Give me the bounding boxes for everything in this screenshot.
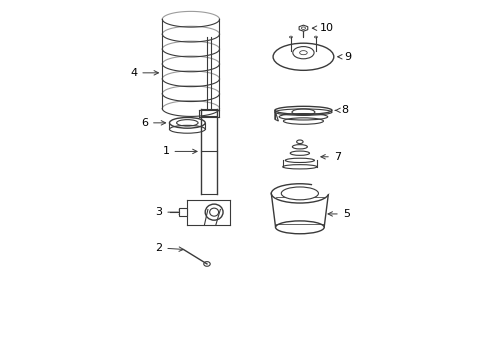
Text: 8: 8	[335, 105, 347, 115]
Text: 1: 1	[162, 147, 197, 157]
Ellipse shape	[275, 221, 324, 234]
Text: 5: 5	[327, 209, 349, 219]
Polygon shape	[299, 25, 307, 31]
Text: 7: 7	[320, 152, 340, 162]
Ellipse shape	[271, 184, 328, 203]
Ellipse shape	[272, 43, 333, 70]
Text: 6: 6	[141, 118, 165, 128]
Polygon shape	[179, 208, 187, 216]
Ellipse shape	[292, 46, 313, 59]
Text: 2: 2	[155, 243, 183, 253]
Text: 3: 3	[155, 207, 183, 217]
Text: 9: 9	[337, 52, 351, 62]
Text: 4: 4	[130, 68, 158, 78]
Text: 10: 10	[312, 23, 333, 33]
Ellipse shape	[281, 187, 318, 200]
